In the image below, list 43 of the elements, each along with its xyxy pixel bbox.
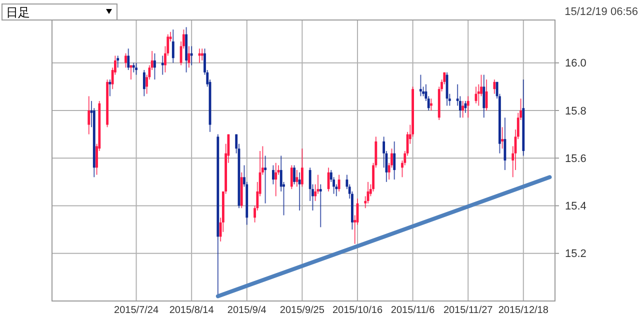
candlestick xyxy=(172,29,174,64)
candlestick xyxy=(501,126,504,150)
y-tick-label: 15.6 xyxy=(565,152,586,165)
x-tick-label: 2015/8/14 xyxy=(169,305,214,316)
candlestick xyxy=(132,62,135,73)
x-tick-label: 2015/9/4 xyxy=(227,305,267,316)
text: 日足 xyxy=(6,6,30,20)
x-tick-label: 2015/12/18 xyxy=(498,305,549,316)
x-tick-label: 2015/11/6 xyxy=(390,305,436,316)
x-tick-label: 2015/10/16 xyxy=(332,305,383,316)
y-tick-label: 15.2 xyxy=(565,248,586,260)
candlestick xyxy=(124,52,127,68)
candlestick xyxy=(154,52,156,80)
candlestick xyxy=(419,74,422,97)
candlestick xyxy=(127,48,130,71)
candlestick xyxy=(142,70,146,97)
candlestick xyxy=(293,164,296,185)
candlestick xyxy=(290,164,293,190)
candlestick xyxy=(135,62,138,76)
candlestick xyxy=(393,140,396,180)
candlestick xyxy=(264,155,267,204)
y-tick-label: 15.4 xyxy=(565,200,586,213)
candlestick xyxy=(477,84,480,106)
candlestick xyxy=(296,170,298,188)
candlestick xyxy=(482,74,486,118)
y-tick-label: 15.8 xyxy=(565,105,586,118)
candlestick xyxy=(493,79,496,94)
x-tick-label: 2015/9/25 xyxy=(280,305,325,316)
x-tick-label: 2015/7/24 xyxy=(114,305,159,316)
candlestick xyxy=(88,96,90,135)
candlestick xyxy=(300,148,304,188)
x-tick-label: 2015/11/27 xyxy=(443,305,494,316)
candlestick xyxy=(188,46,190,68)
candlestick xyxy=(274,162,278,197)
candlestick xyxy=(108,79,112,97)
candlestick xyxy=(116,55,120,68)
candlestick xyxy=(462,100,464,118)
candlestick xyxy=(319,184,322,228)
candlestick xyxy=(466,96,470,118)
text: 15/12/19 06:56 xyxy=(564,6,638,18)
candlestick xyxy=(272,164,274,185)
y-tick-label: 16.0 xyxy=(565,58,586,70)
candlestick xyxy=(338,174,340,192)
